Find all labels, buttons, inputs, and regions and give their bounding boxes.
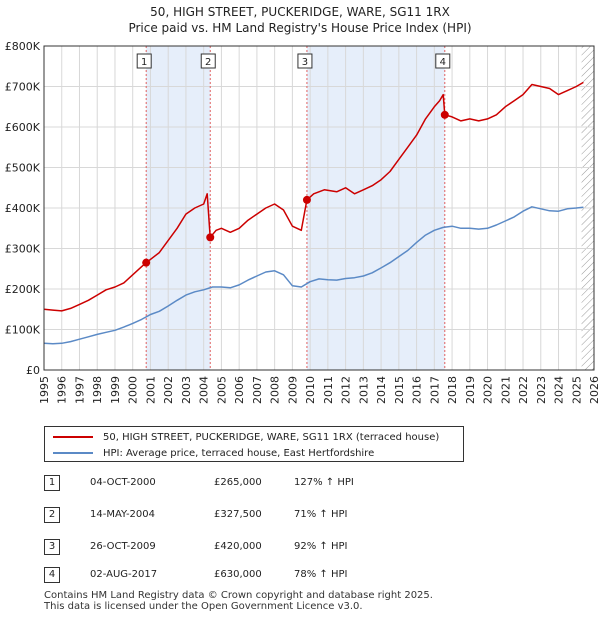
x-tick-label: 2009 bbox=[286, 376, 299, 404]
x-tick-label: 2022 bbox=[517, 376, 530, 404]
sale-hpi-change: 71% ↑ HPI bbox=[294, 509, 348, 520]
x-tick-label: 2020 bbox=[482, 376, 495, 404]
footer: Contains HM Land Registry data © Crown c… bbox=[44, 590, 433, 612]
sale-point-4 bbox=[440, 110, 449, 119]
sale-number: 1 bbox=[44, 475, 60, 491]
sale-date: 04-OCT-2000 bbox=[90, 477, 156, 488]
x-tick-label: 2005 bbox=[215, 376, 228, 404]
sale-hpi-change: 78% ↑ HPI bbox=[294, 569, 348, 580]
x-tick-label: 1998 bbox=[91, 376, 104, 404]
x-tick-label: 2007 bbox=[251, 376, 264, 404]
sale-row-2: 2 14-MAY-2004 £327,500 71% ↑ HPI bbox=[44, 507, 464, 525]
legend-swatch-hpi bbox=[53, 452, 93, 454]
sale-box-label-1: 1 bbox=[141, 57, 147, 68]
x-tick-label: 2018 bbox=[446, 376, 459, 404]
legend-item-property: 50, HIGH STREET, PUCKERIDGE, WARE, SG11 … bbox=[53, 429, 439, 445]
sale-price: £265,000 bbox=[214, 477, 262, 488]
property-series-line bbox=[43, 81, 584, 312]
legend-label-hpi: HPI: Average price, terraced house, East… bbox=[103, 447, 375, 459]
sale-price: £630,000 bbox=[214, 569, 262, 580]
sale-point-2 bbox=[206, 233, 215, 242]
x-tick-label: 2004 bbox=[198, 376, 211, 404]
y-tick-label: £200K bbox=[5, 283, 41, 296]
y-tick-label: £500K bbox=[5, 162, 41, 175]
x-tick-label: 2008 bbox=[269, 376, 282, 404]
y-tick-label: £600K bbox=[5, 121, 41, 134]
legend-label-property: 50, HIGH STREET, PUCKERIDGE, WARE, SG11 … bbox=[103, 431, 440, 443]
x-tick-label: 2003 bbox=[180, 376, 193, 404]
x-tick-label: 2011 bbox=[322, 376, 335, 404]
x-tick-label: 2016 bbox=[411, 376, 424, 404]
x-tick-label: 1997 bbox=[73, 376, 86, 404]
y-tick-label: £100K bbox=[5, 324, 41, 337]
y-tick-label: £0 bbox=[26, 364, 40, 377]
sale-number: 2 bbox=[44, 507, 60, 523]
price-chart: 50, HIGH STREET, PUCKERIDGE, WARE, SG11 … bbox=[5, 5, 600, 404]
sale-price: £327,500 bbox=[214, 509, 262, 520]
footer-licence: This data is licensed under the Open Gov… bbox=[44, 601, 363, 612]
sale-box-4 bbox=[435, 53, 451, 69]
x-tick-label: 1996 bbox=[56, 376, 69, 404]
x-tick-label: 2024 bbox=[553, 376, 566, 404]
x-tick-label: 2000 bbox=[127, 376, 140, 404]
x-tick-label: 2026 bbox=[588, 376, 600, 404]
sale-hpi-change: 127% ↑ HPI bbox=[294, 477, 354, 488]
legend: 50, HIGH STREET, PUCKERIDGE, WARE, SG11 … bbox=[44, 426, 464, 462]
x-tick-label: 2012 bbox=[340, 376, 353, 404]
y-tick-label: £700K bbox=[5, 81, 41, 94]
hpi-series-line bbox=[43, 206, 584, 345]
sale-date: 14-MAY-2004 bbox=[90, 509, 156, 520]
sale-price: £420,000 bbox=[214, 541, 262, 552]
x-tick-label: 2014 bbox=[375, 376, 388, 404]
x-tick-label: 2015 bbox=[393, 376, 406, 404]
chart-subtitle: Price paid vs. HM Land Registry's House … bbox=[128, 21, 471, 35]
sale-point-1 bbox=[142, 258, 151, 267]
footer-copyright: Contains HM Land Registry data © Crown c… bbox=[44, 590, 433, 601]
y-tick-label: £800K bbox=[5, 40, 41, 53]
x-tick-label: 2025 bbox=[570, 376, 583, 404]
x-tick-label: 2006 bbox=[233, 376, 246, 404]
sale-box-3 bbox=[297, 53, 313, 69]
sale-box-label-4: 4 bbox=[440, 57, 446, 68]
x-tick-label: 2023 bbox=[535, 376, 548, 404]
sale-row-4: 4 02-AUG-2017 £630,000 78% ↑ HPI bbox=[44, 567, 464, 585]
sale-point-3 bbox=[302, 195, 311, 204]
x-tick-label: 2010 bbox=[304, 376, 317, 404]
x-tick-label: 1995 bbox=[38, 376, 51, 404]
sale-hpi-change: 92% ↑ HPI bbox=[294, 541, 348, 552]
sale-box-2 bbox=[200, 53, 216, 69]
sale-number: 3 bbox=[44, 539, 60, 555]
x-tick-label: 2017 bbox=[428, 376, 441, 404]
x-tick-label: 2002 bbox=[162, 376, 175, 404]
sale-box-1 bbox=[136, 53, 152, 69]
x-tick-label: 1999 bbox=[109, 376, 122, 404]
sale-date: 26-OCT-2009 bbox=[90, 541, 156, 552]
y-tick-label: £400K bbox=[5, 202, 41, 215]
x-tick-label: 2021 bbox=[499, 376, 512, 404]
plot-frame bbox=[43, 45, 595, 371]
x-tick-label: 2019 bbox=[464, 376, 477, 404]
sale-date: 02-AUG-2017 bbox=[90, 569, 158, 580]
legend-item-hpi: HPI: Average price, terraced house, East… bbox=[53, 445, 374, 461]
sale-row-3: 3 26-OCT-2009 £420,000 92% ↑ HPI bbox=[44, 539, 464, 557]
x-tick-label: 2001 bbox=[144, 376, 157, 404]
y-tick-label: £300K bbox=[5, 243, 41, 256]
sale-box-label-2: 2 bbox=[205, 57, 211, 68]
sale-box-label-3: 3 bbox=[302, 57, 308, 68]
legend-swatch-property bbox=[53, 436, 93, 438]
sale-row-1: 1 04-OCT-2000 £265,000 127% ↑ HPI bbox=[44, 475, 464, 493]
chart-title: 50, HIGH STREET, PUCKERIDGE, WARE, SG11 … bbox=[150, 5, 450, 19]
x-tick-label: 2013 bbox=[357, 376, 370, 404]
sale-number: 4 bbox=[44, 567, 60, 583]
